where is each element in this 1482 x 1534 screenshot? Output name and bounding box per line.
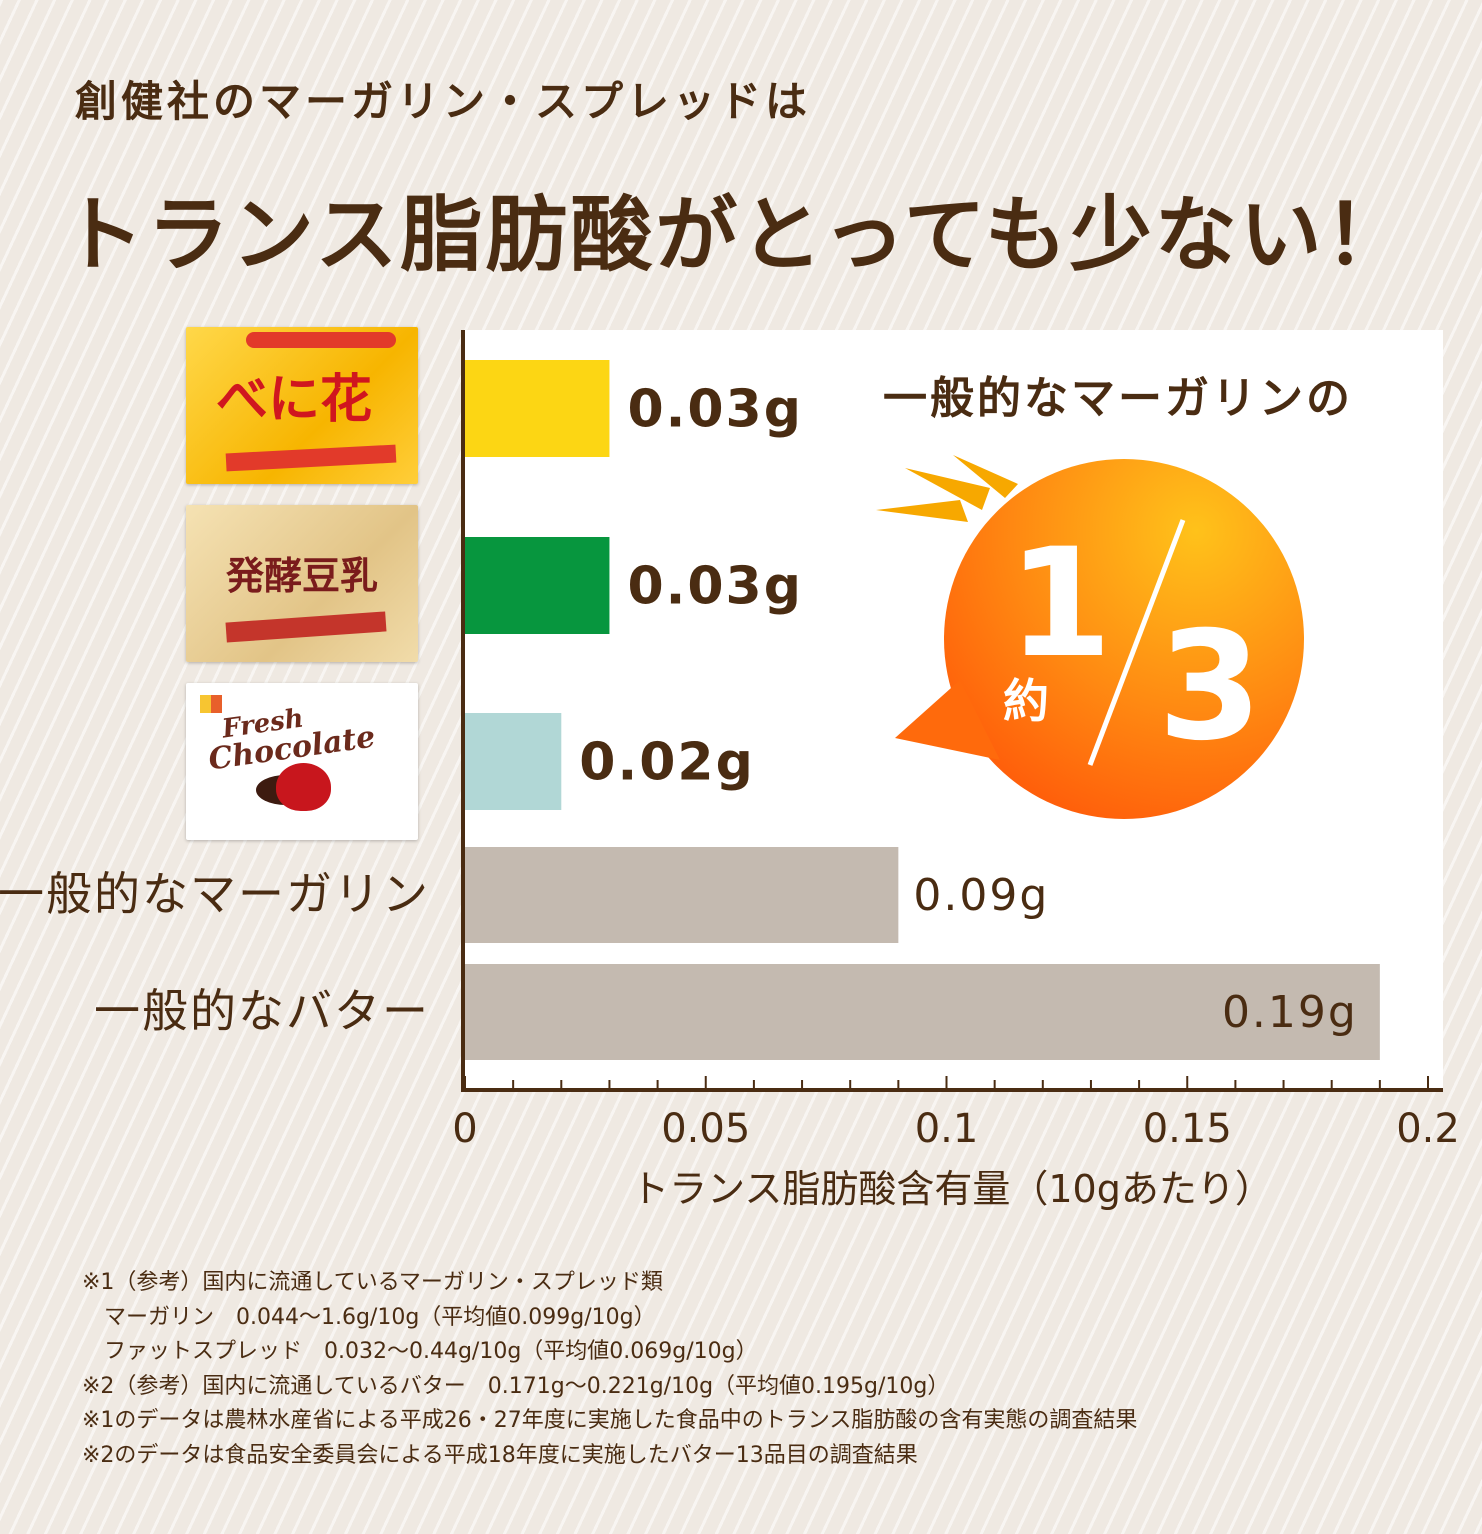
footnote-line: マーガリン 0.044～1.6g/10g（平均値0.099g/10g） bbox=[82, 1304, 656, 1330]
value-label: 0.19g bbox=[1222, 987, 1358, 1038]
callout-tail bbox=[895, 680, 1000, 760]
bar bbox=[465, 537, 610, 634]
x-tick-label: 0.15 bbox=[1143, 1106, 1232, 1152]
value-label: 0.09g bbox=[913, 870, 1049, 921]
product-image-chocolate-paste: Fresh Chocolate bbox=[186, 683, 418, 840]
headline: 創健社のマーガリン・スプレッドは bbox=[75, 77, 812, 126]
footnotes: ※1（参考）国内に流通しているマーガリン・スプレッド類 マーガリン 0.044～… bbox=[82, 1266, 1137, 1473]
footnote-line: ※2（参考）国内に流通しているバター 0.171g～0.221g/10g（平均値… bbox=[82, 1373, 950, 1399]
x-axis: 0 0.05 0.1 0.15 0.2 bbox=[452, 330, 1460, 1152]
page-title: トランス脂肪酸がとっても少ない！ bbox=[62, 188, 1410, 283]
x-tick-label: 0 bbox=[452, 1106, 477, 1152]
footnote-line: ※1（参考）国内に流通しているマーガリン・スプレッド類 bbox=[82, 1270, 663, 1295]
product-title: 発酵豆乳 bbox=[226, 553, 379, 598]
x-axis-title: トランス脂肪酸含有量（10gあたり） bbox=[631, 1167, 1273, 1211]
ray-2 bbox=[905, 468, 990, 510]
x-tick-label: 0.2 bbox=[1396, 1106, 1460, 1152]
category-label: 一般的なバター bbox=[94, 984, 430, 1038]
bar bbox=[465, 713, 562, 810]
callout-circle bbox=[944, 459, 1304, 819]
callout-numerator: 1 bbox=[1008, 517, 1112, 691]
callout-approx: 約 bbox=[1003, 674, 1049, 728]
bar bbox=[465, 964, 1380, 1060]
bar bbox=[465, 360, 610, 457]
bar bbox=[465, 847, 899, 943]
value-label: 0.02g bbox=[579, 733, 755, 793]
ray-1 bbox=[876, 500, 968, 522]
callout-heading: 一般的なマーガリンの bbox=[883, 373, 1353, 424]
value-label: 0.03g bbox=[627, 380, 803, 440]
product-image-benibana: べに花 bbox=[186, 327, 418, 484]
value-label: 0.03g bbox=[627, 557, 803, 617]
footnote-line: ファットスプレッド 0.032～0.44g/10g（平均値0.069g/10g） bbox=[82, 1339, 758, 1364]
footnote-line: ※1のデータは農林水産省による平成26・27年度に実施した食品中のトランス脂肪酸… bbox=[82, 1408, 1138, 1433]
x-tick-label: 0.05 bbox=[661, 1106, 750, 1152]
fraction-slash bbox=[1087, 519, 1186, 766]
ray-3 bbox=[953, 455, 1018, 498]
footnote-line: ※2のデータは食品安全委員会による平成18年度に実施したバター13品目の調査結果 bbox=[82, 1442, 918, 1468]
category-label: 一般的なマーガリン bbox=[0, 867, 430, 921]
callout-denominator: 3 bbox=[1158, 600, 1262, 774]
product-title: べに花 bbox=[216, 369, 373, 430]
product-image-soy-margarine: 発酵豆乳 bbox=[186, 505, 418, 662]
callout-badge: 一般的なマーガリンの 1 3 約 bbox=[876, 373, 1353, 819]
x-tick-label: 0.1 bbox=[915, 1106, 979, 1152]
